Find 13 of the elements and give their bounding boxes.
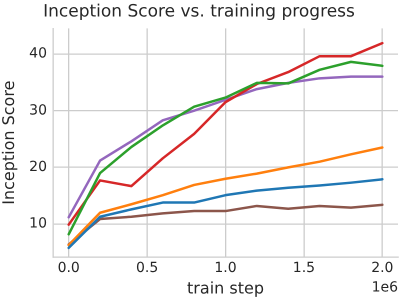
chart-title: Inception Score vs. training progress [43,2,356,22]
y-tick-label: 40 [29,46,48,62]
x-axis-title: train step [187,278,264,298]
y-tick-label: 20 [29,159,48,176]
y-tick-label: 30 [29,102,48,118]
x-tick-label: 0.5 [136,260,158,276]
text: 1e6 [372,280,398,296]
x-tick-label: 0.0 [58,260,80,276]
y-tick-label: 10 [29,216,48,232]
y-axis-title: Inception Score [0,80,18,205]
x-tick-label: 2.0 [371,260,394,276]
x-tick-label: 1.5 [292,260,316,276]
x-tick-label: 1.0 [214,260,237,276]
